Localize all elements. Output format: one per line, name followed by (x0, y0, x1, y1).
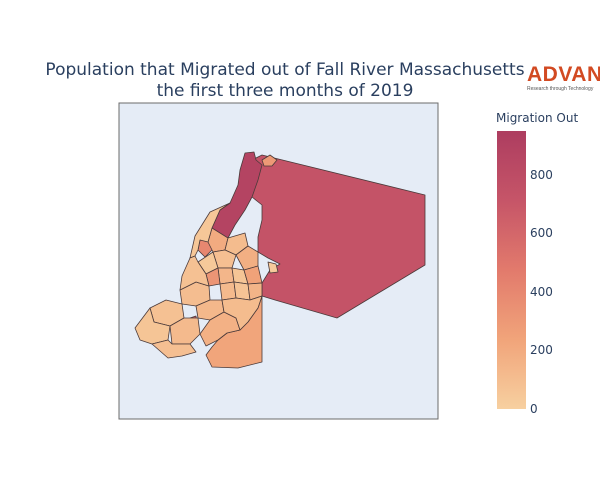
colorbar-tick-800: 800 (530, 167, 553, 182)
region-north-nub[interactable] (261, 154, 278, 167)
region-islet[interactable] (267, 261, 279, 274)
colorbar-tick-400: 400 (530, 284, 553, 299)
region-nw-2[interactable] (179, 255, 210, 291)
region-sw-4[interactable] (134, 307, 171, 345)
region-central-5[interactable] (217, 267, 235, 285)
colorbar-tick-0: 0 (530, 402, 538, 416)
colorbar-title: Migration Out (496, 111, 579, 125)
region-central-11[interactable] (233, 281, 251, 301)
title-line-2: the first three months of 2019 (156, 81, 414, 101)
logo-name: ADVAN (527, 63, 600, 86)
map-title: Population that Migrated out of Fall Riv… (20, 60, 550, 102)
region-north-strip[interactable] (211, 151, 263, 239)
advan-logo: ADVAN Research through Technology (527, 63, 600, 93)
logo-tagline: Research through Technology (527, 86, 594, 92)
region-nw-3[interactable] (221, 295, 263, 331)
region-south-2[interactable] (151, 339, 197, 359)
colorbar-tick-200: 200 (530, 343, 553, 358)
map-regions (134, 151, 426, 369)
region-central-3[interactable] (235, 245, 259, 271)
colorbar-gradient (497, 131, 526, 409)
title-line-1: Population that Migrated out of Fall Riv… (45, 60, 525, 80)
colorbar-tick-600: 600 (530, 226, 553, 241)
region-central-10[interactable] (219, 281, 237, 301)
region-nw-1[interactable] (189, 202, 231, 259)
